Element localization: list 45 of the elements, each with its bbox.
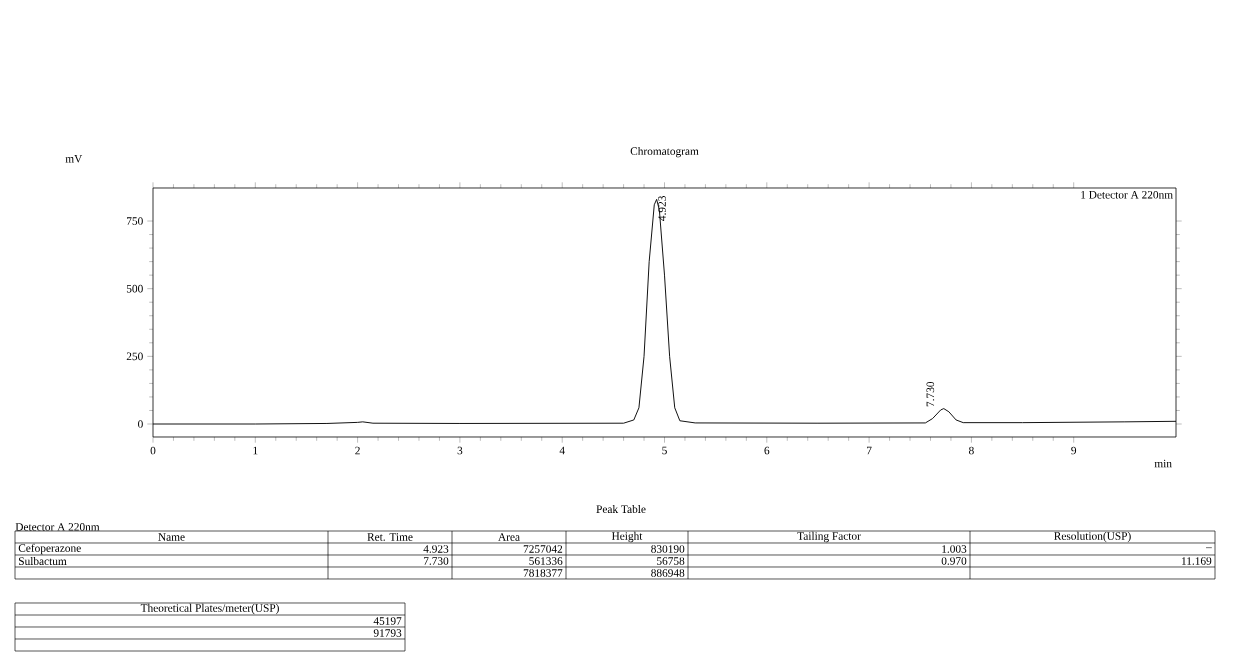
text: 91793 — [373, 629, 402, 637]
y-tick-label: 0 — [138, 420, 143, 428]
text: 7257042 — [523, 545, 563, 553]
text: 1.003 — [942, 545, 967, 553]
x-tick-label: 3 — [457, 446, 463, 455]
x-tick-label: 1 — [253, 446, 258, 455]
text: Height — [611, 531, 643, 543]
x-tick-label: 8 — [969, 446, 974, 455]
annotation: 4.923 — [658, 196, 666, 221]
chart-title: Chromatogram — [630, 146, 699, 158]
text: Ret. Time — [367, 533, 413, 541]
text: 7818377 — [523, 569, 563, 577]
x-axis-title: min — [1154, 459, 1172, 468]
text: 4.923 — [423, 545, 449, 553]
text: 886948 — [651, 569, 685, 577]
x-tick-label: 6 — [764, 446, 770, 455]
text: Peak Table — [596, 505, 646, 513]
text: Cefoperazone — [18, 543, 81, 555]
text: 0.970 — [941, 557, 967, 565]
y-tick-label: 500 — [126, 284, 143, 293]
text: Theoretical Plates/meter(USP) — [140, 603, 279, 615]
text: 561336 — [529, 557, 563, 565]
annotation: 7.730 — [926, 381, 935, 407]
x-tick-label: 2 — [355, 446, 360, 455]
y-tick-label: 250 — [126, 352, 143, 361]
x-tick-label: 7 — [867, 446, 872, 455]
x-tick-label: 0 — [150, 446, 156, 455]
y-tick-label: 750 — [127, 217, 143, 225]
x-tick-label: 5 — [662, 446, 667, 455]
annotation: 1 Detector A 220nm — [1081, 190, 1173, 199]
text: Resolution(USP) — [1054, 531, 1131, 543]
text: 11.169 — [1182, 557, 1212, 565]
text: Detector A 220nm — [15, 523, 100, 531]
x-tick-label: 9 — [1071, 446, 1077, 455]
text: 830190 — [651, 545, 685, 553]
text: Tailing Factor — [797, 531, 861, 543]
x-tick-label: 4 — [559, 446, 565, 455]
text: Sulbactum — [19, 557, 67, 565]
y-axis-title: mV — [65, 155, 83, 163]
text: – — [1205, 547, 1212, 549]
text: 56758 — [657, 557, 685, 565]
text: 45197 — [373, 617, 402, 625]
text: Area — [498, 533, 520, 541]
text: Name — [158, 533, 185, 541]
text: 7.730 — [423, 557, 449, 565]
